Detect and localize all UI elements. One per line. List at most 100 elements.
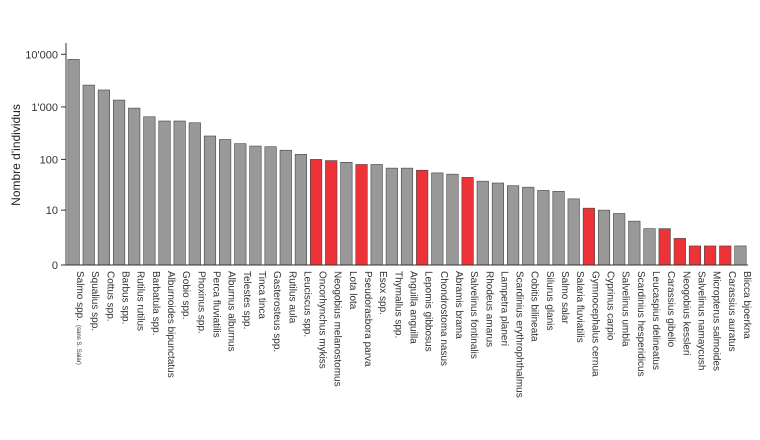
bar	[491, 182, 504, 266]
bar	[537, 190, 550, 266]
bar	[582, 207, 595, 266]
bar	[552, 191, 565, 266]
bar	[370, 164, 383, 266]
y-axis: 0 10 100 1'000 10'000	[25, 43, 67, 272]
bar	[416, 169, 429, 266]
x-tick-label: Scardinius erythrophthalmus	[514, 271, 525, 398]
x-tick-label: Tinca tinca	[256, 271, 267, 319]
bar	[219, 139, 232, 266]
x-tick-label: Lepomis gibbosus	[423, 271, 434, 352]
x-tick-label: Lota lota	[347, 271, 358, 310]
x-tick-label: Carassius gibelio	[665, 271, 676, 348]
x-tick-label: Rhodeus amarus	[483, 271, 494, 347]
y-axis-title: Nombre d'individus	[9, 104, 23, 206]
x-tick-label: Micropterus salmoides	[711, 271, 722, 371]
x-tick-label: Phoxinus spp.	[195, 271, 206, 334]
x-tick-note: (sans S. Salar)	[75, 325, 81, 365]
bar	[431, 172, 444, 266]
x-tick-label: Alburnus alburnus	[226, 271, 237, 352]
bar	[628, 220, 641, 266]
bar	[294, 154, 307, 266]
bar	[476, 180, 489, 266]
x-tick-label: Thymallus spp.	[392, 271, 403, 338]
bar	[325, 160, 338, 266]
x-tick-label: Oncorhynchus mykiss	[317, 271, 328, 369]
y-tick-label: 100	[40, 154, 58, 166]
x-tick-label: Gobio spp.	[180, 271, 191, 319]
x-tick-label: Salmo salar	[559, 271, 570, 324]
x-tick-label: Salvelinus fontinalis	[468, 271, 479, 359]
x-tick-label: Scardinius hesperidicus	[635, 271, 646, 377]
bar	[613, 213, 626, 266]
x-tick-label: Salaria fluviatilis	[574, 271, 585, 343]
bar	[734, 245, 747, 266]
x-tick-label: Barbus spp.	[120, 271, 131, 324]
x-tick-label: Neogobius melanostomus	[332, 271, 343, 387]
x-tick-label: Pseudorasbora parva	[362, 271, 373, 367]
bar	[567, 198, 580, 266]
bar	[158, 120, 171, 266]
x-tick-label: Cobitis bilineata	[529, 271, 540, 342]
bar	[597, 209, 611, 266]
bars	[67, 59, 747, 266]
x-tick-label: Lampetra planeri	[498, 271, 509, 346]
bar	[658, 228, 671, 266]
x-tick-label: Gymnocephalus cernua	[589, 271, 600, 377]
y-tick-label: 10'000	[25, 49, 58, 61]
bar	[143, 116, 156, 266]
bar	[673, 238, 686, 266]
x-tick-label: Silurus glanis	[544, 271, 555, 330]
y-tick-label: 0	[52, 260, 58, 272]
bar	[400, 167, 414, 266]
x-tick-label: Salvelinus umbla	[620, 271, 631, 347]
x-tick-label: Carassius auratus	[726, 271, 737, 352]
x-tick-label: Rutilus rutilus	[135, 271, 146, 331]
bar	[355, 164, 368, 266]
bar	[340, 162, 353, 266]
x-axis: Salmo spp.(sans S. Salar) Squalius spp. Co…	[66, 264, 752, 398]
x-tick-label: Cottus spp.	[104, 271, 115, 322]
x-tick-label: Rutilus aula	[286, 271, 297, 324]
bar	[719, 245, 732, 266]
bar	[264, 146, 277, 266]
bar	[704, 245, 717, 266]
bar	[173, 120, 186, 266]
bar	[385, 167, 398, 266]
bar	[203, 135, 217, 266]
bar	[67, 59, 80, 266]
x-tick-label: Cyprinus carpio	[605, 271, 616, 341]
x-tick-label: Telestes spp.	[241, 271, 252, 329]
x-tick-label: Gasterosteus spp.	[271, 271, 282, 352]
bar	[522, 186, 535, 266]
bar	[97, 89, 110, 266]
bar	[446, 173, 459, 266]
x-tick-label: Alburnoides bipunctatus	[165, 271, 176, 378]
x-tick-label: Salvelinus namaycush	[695, 271, 706, 371]
y-tick-label: 10	[46, 205, 58, 217]
x-tick-label: Leuciscus spp.	[301, 271, 312, 337]
x-tick-label: Chondrostoma nasus	[438, 271, 449, 366]
bar	[188, 122, 201, 266]
bar	[82, 84, 95, 266]
x-tick-label: Blicca bjoerkna	[741, 271, 752, 339]
y-tick-label: 1'000	[31, 102, 58, 114]
x-tick-label: Salmo spp.(sans S. Salar)	[74, 271, 85, 365]
bar	[461, 177, 474, 266]
bar	[234, 143, 247, 266]
x-tick-label: Abramis brama	[453, 271, 464, 339]
x-tick-label: Barbatula spp.	[150, 271, 161, 336]
bar	[249, 145, 262, 266]
bar	[643, 228, 656, 266]
x-tick-label: Perca fluviatilis	[210, 271, 221, 338]
bar	[688, 245, 702, 266]
x-tick-label: Squalius spp.	[89, 271, 100, 331]
x-tick-label: Anguilla anguilla	[408, 271, 419, 344]
x-tick-label: Leucaspius delineatus	[650, 271, 661, 370]
x-tick-label: Esox spp.	[377, 271, 388, 315]
bar	[112, 99, 126, 266]
bar	[279, 149, 292, 266]
x-tick-label: Neogobius kessleri	[680, 271, 691, 356]
bar	[507, 185, 520, 266]
bar	[310, 159, 323, 266]
